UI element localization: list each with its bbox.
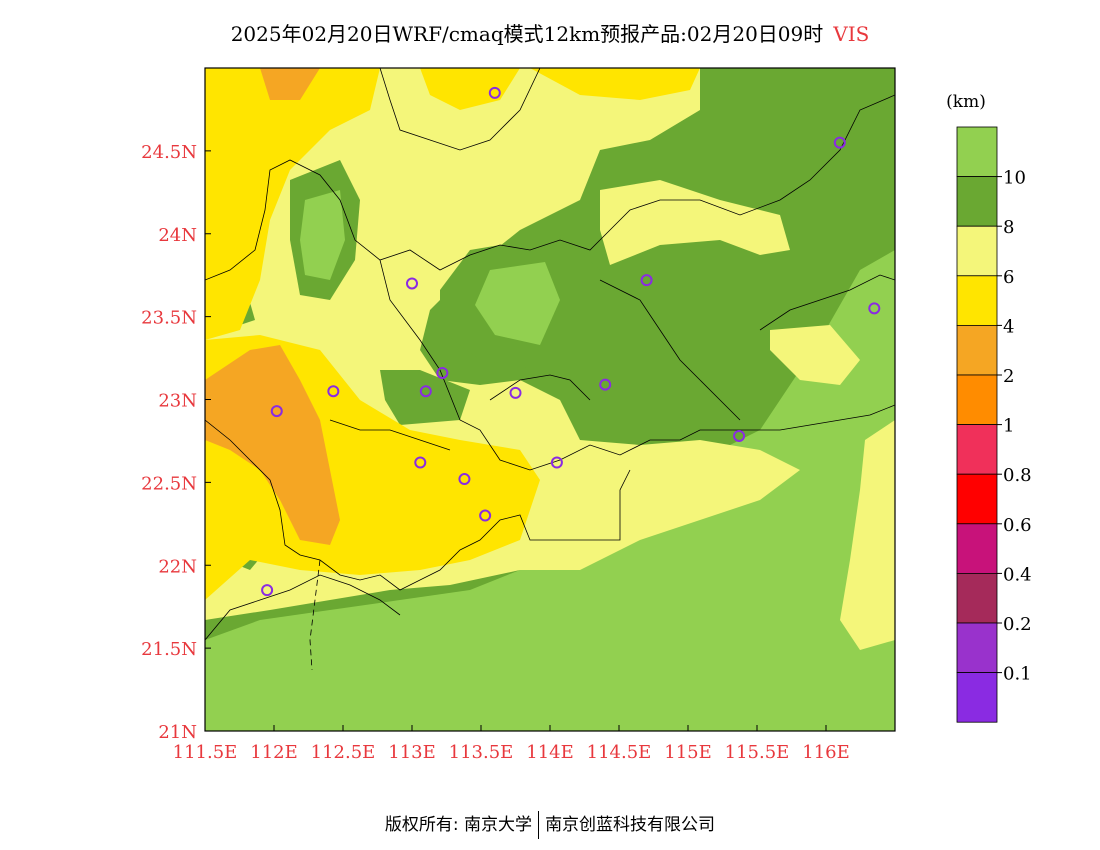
legend-swatch	[956, 374, 998, 425]
variable-label: VIS	[833, 22, 870, 46]
station-marker	[436, 366, 449, 379]
station-marker	[550, 456, 563, 469]
legend-swatch	[956, 324, 998, 376]
station-marker	[488, 86, 501, 99]
station-marker	[733, 429, 746, 442]
lon-tick-label: 114.5E	[587, 742, 652, 763]
legend-label: 0.2	[1003, 614, 1032, 635]
legend-unit: (km)	[946, 92, 986, 112]
legend-swatch	[956, 126, 998, 177]
legend-label: 4	[1003, 316, 1014, 337]
lon-tick-label: 115E	[664, 742, 712, 763]
station-marker	[414, 456, 427, 469]
lon-tick-label: 115.5E	[725, 742, 790, 763]
station-marker	[640, 274, 653, 287]
lat-tick-label: 22.5N	[141, 473, 197, 494]
legend-swatch	[956, 622, 998, 673]
station-marker	[327, 385, 340, 398]
station-marker	[599, 378, 612, 391]
legend-swatch	[956, 473, 998, 525]
legend-label: 0.6	[1003, 515, 1032, 536]
lon-tick-label: 111.5E	[173, 742, 238, 763]
lat-tick-label: 23N	[158, 391, 197, 412]
legend-swatch	[956, 225, 998, 277]
station-marker	[479, 509, 492, 522]
legend-swatch	[956, 275, 998, 326]
legend-swatch	[956, 573, 998, 624]
legend-swatch	[956, 176, 998, 227]
legend-label: 0.1	[1003, 664, 1032, 685]
lat-tick-label: 23.5N	[141, 308, 197, 329]
copyright-footer: 版权所有: 南京大学 南京创蓝科技有限公司	[0, 810, 1100, 839]
legend-swatch	[956, 523, 998, 574]
lat-tick-label: 22N	[158, 556, 197, 577]
station-marker	[868, 302, 881, 315]
footer-separator	[538, 811, 540, 839]
station-marker	[419, 385, 432, 398]
lon-tick-label: 113.5E	[449, 742, 514, 763]
longitude-axis: 111.5E 112E 112.5E 113E 113.5E 114E 114.5E 115E…	[173, 725, 850, 763]
station-marker	[509, 386, 522, 399]
station-marker	[458, 473, 471, 486]
footer-left: 版权所有: 南京大学	[384, 815, 533, 835]
station-marker	[833, 136, 846, 149]
lon-tick-label: 116E	[802, 742, 850, 763]
colorbar-legend: (km) 10 8 6 4 2 1 0.8 0.6 0.4 0.2 0.1	[946, 92, 1032, 723]
station-marker	[406, 277, 418, 290]
legend-label: 8	[1003, 217, 1014, 238]
legend-label: 0.4	[1003, 564, 1032, 585]
footer-right: 南京创蓝科技有限公司	[545, 815, 716, 835]
chart-title: 2025年02月20日WRF/cmaq模式12km预报产品:02月20日09时 V…	[0, 18, 1100, 47]
lon-tick-label: 114E	[526, 742, 574, 763]
legend-label: 10	[1003, 168, 1026, 189]
legend-label: 1	[1003, 416, 1014, 437]
lon-tick-label: 113E	[388, 742, 436, 763]
legend-swatch	[956, 424, 998, 475]
title-text: 2025年02月20日WRF/cmaq模式12km预报产品:02月20日09时	[230, 22, 824, 46]
legend-label: 6	[1003, 267, 1014, 288]
legend-swatch	[956, 672, 998, 723]
station-marker	[270, 405, 283, 418]
lat-tick-label: 24N	[158, 225, 197, 246]
lon-tick-label: 112.5E	[311, 742, 376, 763]
lat-tick-label: 24.5N	[141, 142, 197, 163]
lat-tick-label: 21.5N	[141, 639, 197, 660]
visibility-field	[205, 68, 895, 731]
station-markers	[261, 86, 881, 597]
legend-label: 2	[1003, 366, 1014, 387]
latitude-axis: 24.5N 24N 23.5N 23N 22.5N 22N 21.5N 21N	[141, 142, 211, 743]
legend-label: 0.8	[1003, 465, 1032, 486]
lat-tick-label: 21N	[158, 722, 197, 743]
station-marker	[261, 584, 274, 597]
lon-tick-label: 112E	[250, 742, 298, 763]
